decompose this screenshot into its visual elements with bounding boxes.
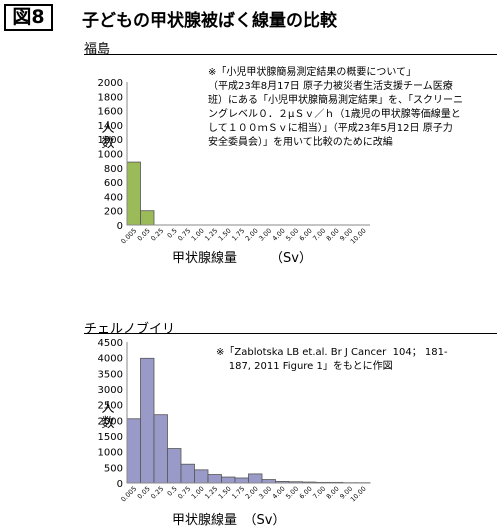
chernobyl-y-tick-label: 3500 [98,369,123,380]
chernobyl-y-tick-label: 1000 [98,448,123,459]
chernobyl-x-tick-label: 0.05 [136,485,152,501]
fukushima-y-tick-label: 200 [104,207,123,218]
chernobyl-x-tick-label: 1.50 [217,485,233,501]
chernobyl-bar [261,479,276,484]
chernobyl-bar [248,473,263,484]
chernobyl-bar [180,463,195,484]
chernobyl-x-tick-label: 1.25 [203,485,219,501]
chernobyl-bar [140,357,155,484]
chernobyl-x-tick-label: 7.00 [311,485,327,501]
chernobyl-y-tick-label: 2500 [98,401,123,412]
chernobyl-y-tick-label: 1500 [98,432,123,443]
chernobyl-x-axis-label: 甲状腺線量 （Sv） [172,512,285,528]
fukushima-y-tick-label: 1200 [98,135,123,146]
fukushima-y-tick-label: 1800 [98,92,123,103]
chernobyl-x-tick-label: 8.00 [325,485,341,501]
chernobyl-x-tick-label: 4.00 [271,485,287,501]
figure-number-badge: 図8 [4,4,53,31]
figure-title: 子どもの甲状腺被ばく線量の比較 [82,11,337,31]
chernobyl-y-tick-label: 500 [104,463,123,474]
chernobyl-y-tick-label: 4500 [98,338,123,349]
chernobyl-source-note: ※「Zablotska LB et.al. Br J Cancer 104； 1… [216,347,448,372]
chernobyl-x-tick-label: 0.75 [176,485,192,501]
fukushima-y-tick-label: 600 [104,178,123,189]
section-divider-fukushima [84,54,497,55]
fukushima-y-tick-label: 0 [117,221,123,232]
fukushima-y-tick-label: 800 [104,164,123,175]
chernobyl-y-tick-label: 0 [117,479,123,490]
fukushima-x-axis-unit: （Sv） [270,251,312,266]
fukushima-y-axis-label: 数 [101,136,114,151]
fukushima-y-tick-label: 2000 [98,78,123,89]
chernobyl-x-tick-label: 2.00 [244,485,260,501]
chernobyl-bar [194,469,209,484]
chernobyl-bar [221,476,236,484]
chernobyl-x-tick-label: 3.00 [257,485,273,501]
chernobyl-bar [167,448,182,484]
section-divider-chernobyl [84,333,497,334]
fukushima-y-tick-label: 1600 [98,107,123,118]
chernobyl-bar [153,414,168,484]
chernobyl-y-tick-label: 2000 [98,416,123,427]
chernobyl-x-tick-label: 6.00 [298,485,314,501]
chernobyl-bar [126,418,141,484]
chernobyl-bar [207,474,222,484]
chernobyl-bar [234,477,249,484]
fukushima-y-tick-label: 1000 [98,150,123,161]
section-label-fukushima: 福島 [84,42,111,57]
chernobyl-y-tick-label: 3000 [98,385,123,396]
chernobyl-x-tick-label: 0.25 [149,485,165,501]
fukushima-y-axis-label: 人 [101,121,114,136]
chernobyl-y-axis-label: 人 [101,401,114,416]
fukushima-y-tick-label: 1400 [98,121,123,132]
chernobyl-x-tick-label: 5.00 [284,485,300,501]
fukushima-source-note: ※「小児甲状腺簡易測定結果の概要について」 （平成23年8月17日 原子力被災者… [208,67,463,148]
chernobyl-x-tick-label: 1.75 [230,485,246,501]
fukushima-y-tick-label: 400 [104,192,123,203]
chernobyl-y-axis-label: 数 [101,416,114,431]
fukushima-x-axis-label: 甲状腺線量 [172,250,237,266]
chernobyl-y-tick-label: 4000 [98,354,123,365]
chernobyl-x-tick-label: 10.00 [349,485,368,504]
chernobyl-x-tick-label: 1.00 [190,485,206,501]
